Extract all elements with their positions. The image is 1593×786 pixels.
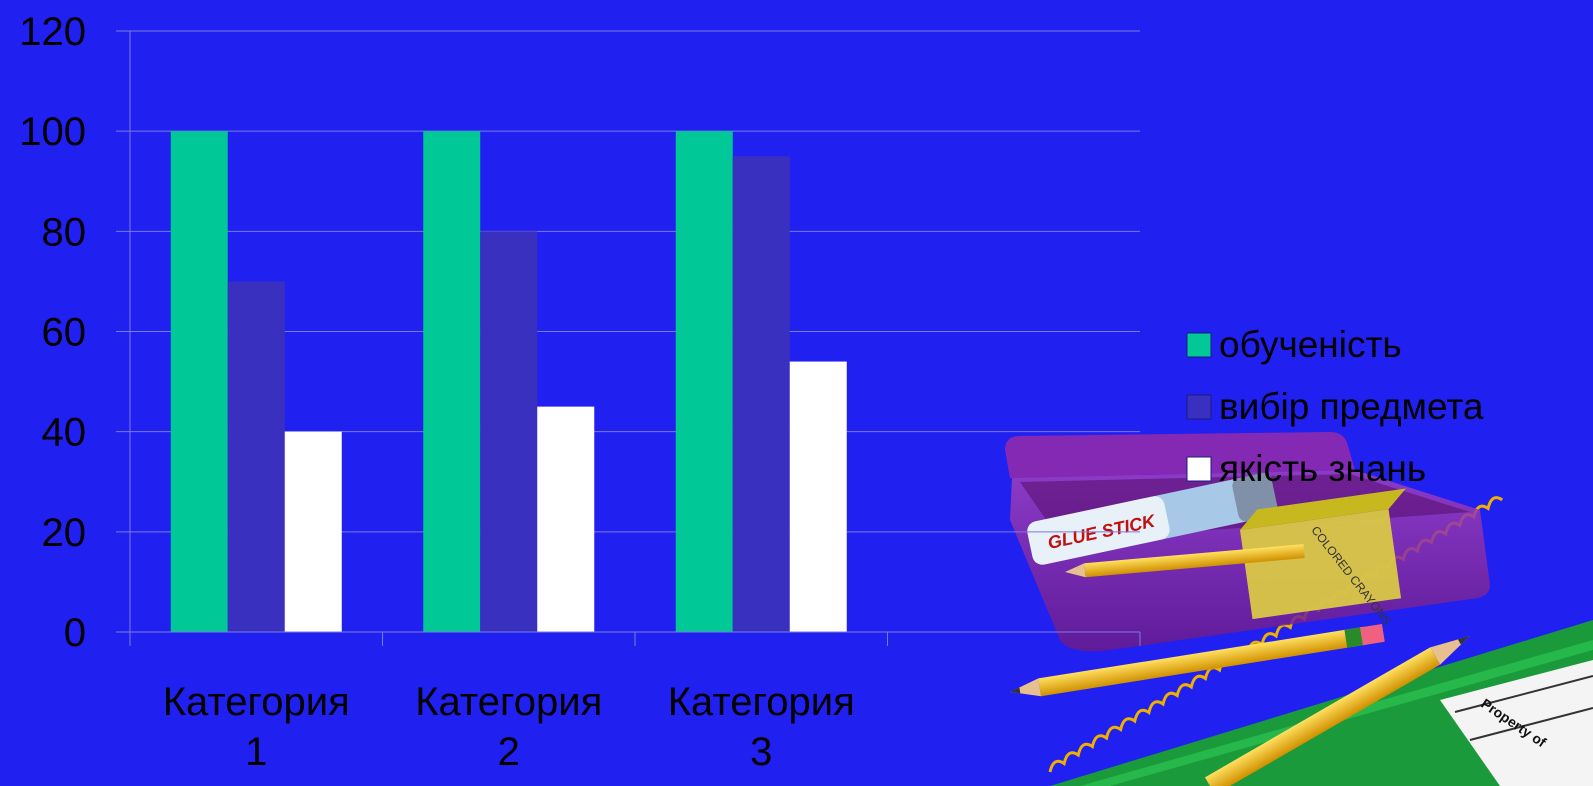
- bar: [423, 131, 481, 632]
- x-category-label: 3: [750, 730, 772, 774]
- bar: [170, 131, 228, 632]
- y-tick-label: 120: [19, 10, 86, 54]
- legend-label: обученість: [1219, 324, 1402, 365]
- legend-swatch: [1186, 456, 1212, 482]
- x-category-label: Категория: [668, 680, 855, 724]
- x-category-label: 1: [245, 730, 267, 774]
- bar: [480, 231, 538, 633]
- notebook-image: Property of: [1048, 496, 1593, 786]
- bar: [732, 156, 790, 633]
- pencil-image: [1010, 623, 1470, 786]
- y-tick-label: 60: [42, 311, 87, 355]
- legend-swatch: [1186, 332, 1212, 358]
- bar: [675, 131, 733, 632]
- y-tick-label: 20: [42, 511, 87, 555]
- y-tick-label: 80: [42, 210, 87, 254]
- bar: [537, 406, 595, 632]
- bar: [227, 281, 285, 632]
- x-category-label: Категория: [415, 680, 602, 724]
- x-category-label: Категория: [163, 680, 350, 724]
- legend-label: вибір предмета: [1219, 386, 1484, 427]
- y-tick-label: 0: [64, 611, 86, 655]
- legend-swatch: [1186, 394, 1212, 420]
- y-tick-label: 40: [42, 411, 87, 455]
- x-category-label: 2: [498, 730, 520, 774]
- y-tick-label: 100: [19, 110, 86, 154]
- bar: [284, 431, 342, 632]
- legend-label: якість знань: [1219, 448, 1426, 489]
- school-supplies-illustration: Property of: [1005, 432, 1593, 786]
- bar: [789, 361, 847, 632]
- pencil-box-image: GLUE STICK COLORED CRAYONS: [1005, 432, 1490, 652]
